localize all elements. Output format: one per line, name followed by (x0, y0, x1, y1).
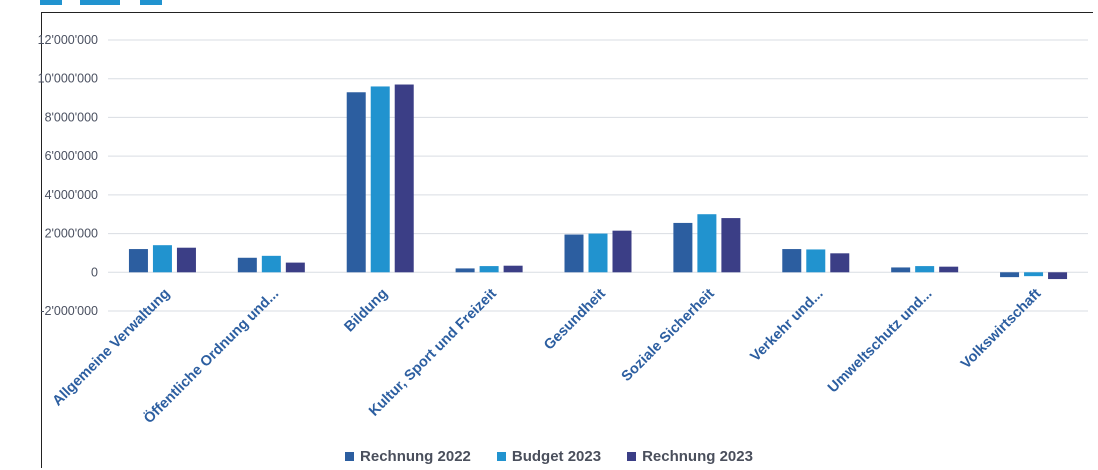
bar (1048, 272, 1068, 280)
bar (612, 230, 632, 273)
bar (1000, 272, 1020, 278)
legend-item: Rechnung 2023 (627, 446, 753, 466)
bar (128, 249, 148, 273)
bar (237, 257, 257, 273)
y-tick-label: 10'000'000 (38, 72, 98, 86)
bar (806, 249, 826, 273)
bar (370, 86, 390, 273)
y-tick-label: 2'000'000 (45, 227, 98, 241)
legend-label: Budget 2023 (511, 447, 602, 465)
bar (176, 247, 196, 273)
bar (891, 267, 911, 273)
chart-frame (41, 12, 1093, 468)
bar (721, 218, 741, 273)
header-decoration (40, 0, 162, 5)
bar (394, 84, 414, 273)
x-tick-label: Umweltschutz und... (825, 286, 935, 396)
bar (673, 222, 693, 273)
y-tick-label: -2'000'000 (40, 304, 98, 318)
legend-item: Rechnung 2022 (345, 446, 471, 466)
bar (346, 92, 366, 273)
legend-swatch (345, 451, 355, 461)
x-tick-label: Volkswirtschaft (958, 286, 1044, 372)
bar (564, 234, 584, 273)
y-tick-label: 12'000'000 (38, 33, 98, 47)
bar (915, 266, 935, 273)
y-tick-label: 0 (91, 265, 98, 279)
x-tick-label: Gesundheit (541, 286, 609, 354)
bar (285, 262, 305, 273)
bar (479, 266, 499, 273)
legend-label: Rechnung 2023 (642, 447, 753, 465)
bar (782, 249, 802, 273)
x-tick-label: Kultur, Sport und Freizeit (366, 286, 500, 420)
bar (588, 233, 608, 273)
bar (697, 214, 717, 273)
bar (1024, 272, 1044, 277)
x-tick-label: Verkehr und... (747, 286, 826, 365)
y-tick-label: 6'000'000 (45, 149, 98, 163)
bar (152, 245, 172, 273)
y-tick-label: 4'000'000 (45, 188, 98, 202)
x-tick-label: Soziale Sicherheit (619, 286, 718, 385)
legend-label: Rechnung 2022 (360, 447, 471, 465)
bar (503, 265, 523, 273)
legend-swatch (627, 451, 637, 461)
legend-swatch (496, 451, 506, 461)
bar (939, 266, 959, 273)
legend-item: Budget 2023 (496, 446, 602, 466)
y-tick-label: 8'000'000 (45, 110, 98, 124)
bar (261, 255, 281, 273)
bar (830, 253, 850, 273)
chart-legend: Rechnung 2022 Budget 2023 Rechnung 2023 (0, 446, 1098, 466)
bar (455, 268, 475, 273)
